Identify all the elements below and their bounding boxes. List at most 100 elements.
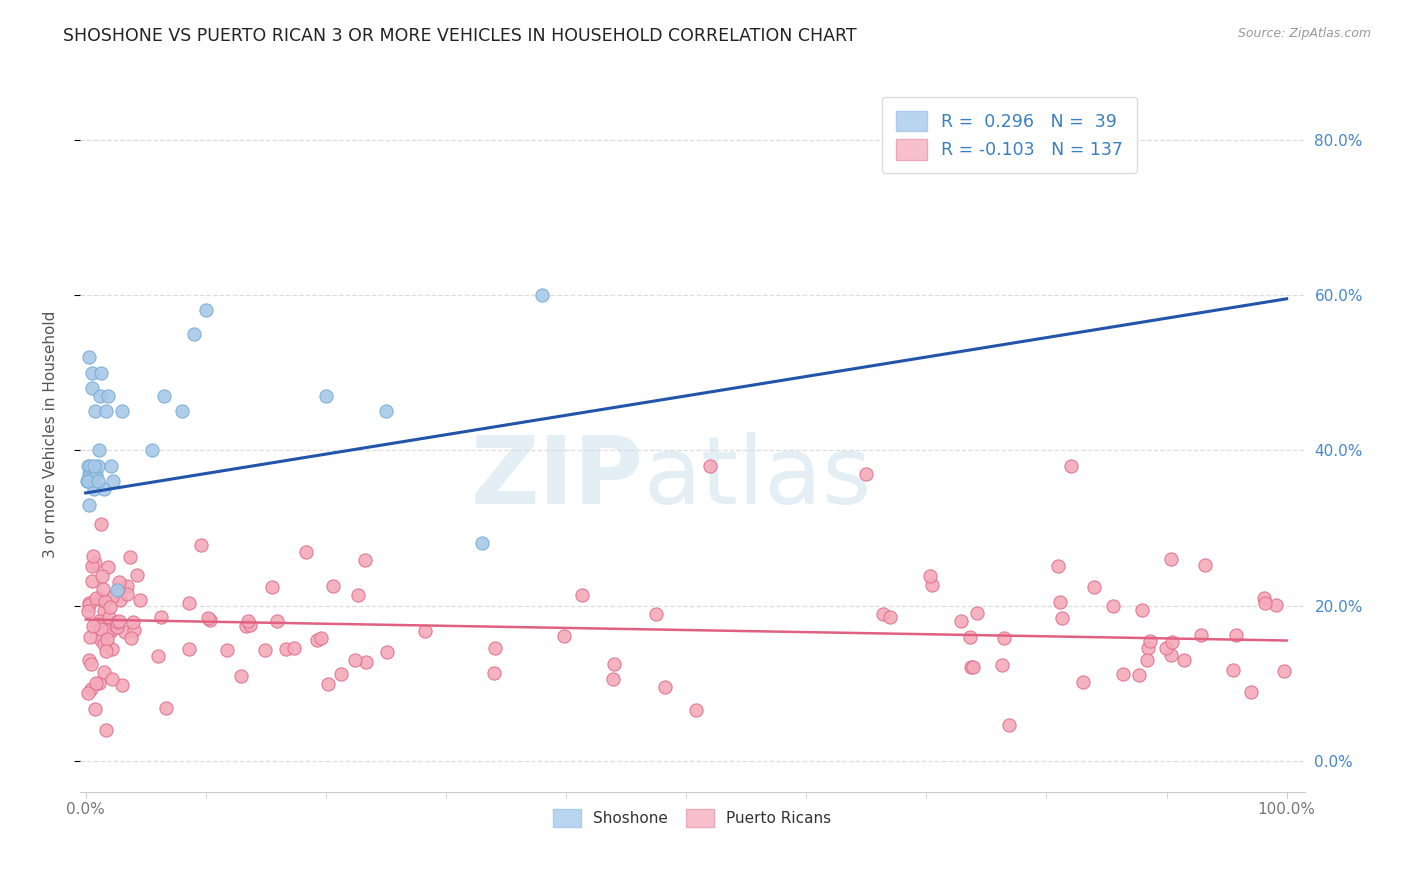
Point bbox=[1139, 634, 1161, 648]
Point bbox=[950, 614, 973, 628]
Point bbox=[105, 582, 128, 597]
Point bbox=[991, 657, 1014, 672]
Point bbox=[89, 614, 111, 628]
Point bbox=[79, 653, 101, 667]
Point bbox=[87, 676, 110, 690]
Point bbox=[110, 592, 132, 607]
Point bbox=[152, 389, 174, 403]
Point bbox=[1049, 594, 1071, 608]
Point bbox=[79, 657, 101, 672]
Point bbox=[77, 599, 100, 613]
Point bbox=[1137, 640, 1160, 655]
Point bbox=[108, 615, 131, 629]
Point bbox=[197, 611, 219, 625]
Point bbox=[194, 303, 217, 318]
Point bbox=[1239, 685, 1261, 699]
Point bbox=[91, 569, 114, 583]
Point bbox=[1154, 641, 1177, 656]
Point bbox=[266, 614, 288, 628]
Point bbox=[84, 591, 107, 605]
Point bbox=[90, 622, 112, 636]
Point bbox=[86, 458, 108, 473]
Text: SHOSHONE VS PUERTO RICAN 3 OR MORE VEHICLES IN HOUSEHOLD CORRELATION CHART: SHOSHONE VS PUERTO RICAN 3 OR MORE VEHIC… bbox=[63, 27, 856, 45]
Point bbox=[84, 404, 107, 418]
Point bbox=[962, 659, 984, 673]
Point bbox=[93, 482, 115, 496]
Point bbox=[105, 615, 128, 629]
Point bbox=[375, 645, 398, 659]
Point bbox=[77, 498, 100, 512]
Point bbox=[1071, 674, 1094, 689]
Point bbox=[111, 404, 134, 418]
Point bbox=[1254, 596, 1277, 610]
Point bbox=[1000, 132, 1022, 146]
Point bbox=[84, 675, 107, 690]
Point bbox=[295, 545, 318, 559]
Point bbox=[89, 591, 111, 606]
Point bbox=[471, 536, 494, 550]
Point bbox=[86, 616, 108, 631]
Point bbox=[83, 482, 105, 496]
Point bbox=[149, 610, 172, 624]
Point bbox=[84, 467, 107, 481]
Point bbox=[90, 633, 112, 648]
Point bbox=[654, 680, 676, 694]
Point bbox=[101, 673, 124, 687]
Point bbox=[121, 615, 143, 629]
Point bbox=[100, 458, 122, 473]
Point bbox=[260, 580, 283, 594]
Point bbox=[114, 624, 136, 639]
Point bbox=[921, 578, 943, 592]
Point bbox=[82, 475, 104, 489]
Point bbox=[77, 350, 100, 364]
Point bbox=[120, 631, 142, 645]
Point bbox=[90, 516, 112, 531]
Point bbox=[97, 389, 120, 403]
Point bbox=[79, 630, 101, 644]
Point bbox=[77, 458, 100, 473]
Point bbox=[374, 404, 396, 418]
Point bbox=[93, 665, 115, 680]
Point bbox=[111, 677, 134, 691]
Point bbox=[98, 600, 121, 615]
Point bbox=[966, 606, 988, 620]
Point bbox=[283, 640, 305, 655]
Point bbox=[86, 475, 108, 489]
Point bbox=[872, 607, 894, 621]
Point bbox=[82, 549, 104, 563]
Point bbox=[1265, 598, 1288, 612]
Point bbox=[148, 649, 170, 664]
Point bbox=[993, 631, 1015, 645]
Point bbox=[76, 475, 98, 489]
Point bbox=[316, 676, 339, 690]
Point bbox=[122, 623, 145, 637]
Point bbox=[322, 579, 344, 593]
Point bbox=[1136, 653, 1159, 667]
Point bbox=[80, 381, 103, 395]
Point bbox=[80, 574, 103, 588]
Point bbox=[346, 588, 368, 602]
Point bbox=[97, 560, 120, 574]
Point bbox=[1222, 663, 1244, 677]
Point bbox=[685, 703, 707, 717]
Point bbox=[699, 458, 721, 473]
Point bbox=[1060, 458, 1083, 473]
Point bbox=[307, 633, 329, 648]
Point bbox=[200, 613, 222, 627]
Point bbox=[77, 685, 100, 699]
Point bbox=[239, 618, 262, 632]
Point bbox=[1052, 611, 1074, 625]
Point bbox=[118, 550, 141, 565]
Point bbox=[91, 582, 114, 596]
Point bbox=[90, 366, 112, 380]
Text: atlas: atlas bbox=[643, 432, 872, 524]
Point bbox=[602, 672, 624, 686]
Point bbox=[343, 653, 366, 667]
Point bbox=[879, 610, 901, 624]
Point bbox=[77, 596, 100, 610]
Point bbox=[155, 701, 177, 715]
Point bbox=[80, 366, 103, 380]
Point bbox=[253, 643, 276, 657]
Point bbox=[103, 475, 125, 489]
Point bbox=[1046, 559, 1069, 574]
